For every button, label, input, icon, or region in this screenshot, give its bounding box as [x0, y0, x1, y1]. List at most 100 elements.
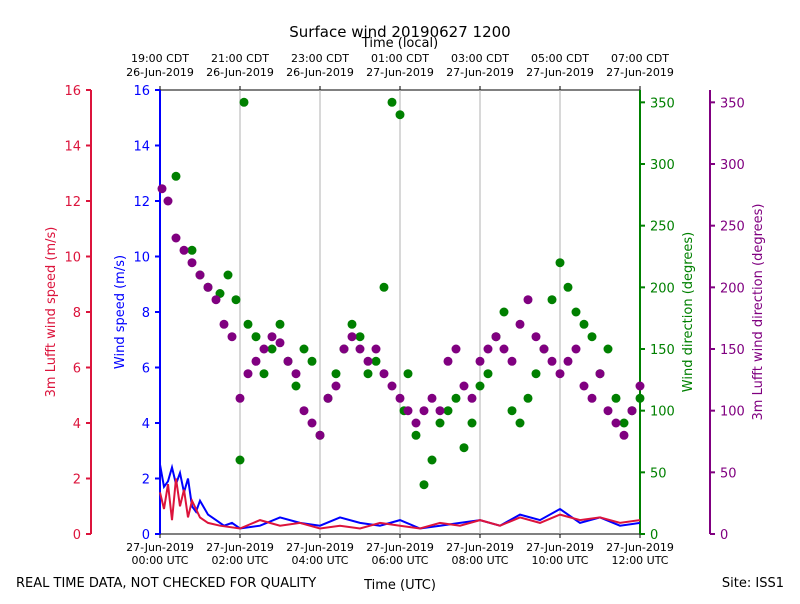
x-tick-utc-label: 00:00 UTC	[131, 554, 188, 567]
left-inner-tick-label: 14	[133, 140, 150, 155]
x-tick-local-time-label: 21:00 CDT	[211, 52, 269, 65]
right-inner-tick-label: 0	[650, 528, 658, 543]
left-inner-tick-label: 8	[142, 306, 150, 321]
left-outer-tick-label: 14	[64, 140, 81, 155]
series-2-point	[427, 455, 437, 465]
series-2-point	[171, 171, 181, 181]
series-3-point	[387, 381, 397, 391]
series-2-point	[587, 332, 597, 342]
series-2-point	[435, 418, 445, 428]
series-2-point	[611, 393, 621, 403]
x-tick-local-date-label: 26-Jun-2019	[286, 66, 354, 79]
x-tick-date-label: 27-Jun-2019	[126, 541, 194, 554]
left-outer-tick-label: 10	[64, 251, 81, 266]
series-2-point	[387, 97, 397, 107]
series-2-point	[475, 381, 485, 391]
site-label: Site: ISS1	[722, 576, 784, 591]
series-2-point	[235, 455, 245, 465]
series-2-point	[223, 270, 233, 280]
series-2-point	[371, 356, 381, 366]
x-tick-local-date-label: 27-Jun-2019	[606, 66, 674, 79]
x-tick-utc-label: 06:00 UTC	[371, 554, 428, 567]
right-outer-tick-label: 0	[720, 528, 728, 543]
series-2-point	[275, 319, 285, 329]
series-3-point	[243, 369, 253, 379]
quality-disclaimer: REAL TIME DATA, NOT CHECKED FOR QUALITY	[16, 576, 316, 591]
left-outer-tick-label: 6	[73, 362, 81, 377]
series-2-point	[547, 295, 557, 305]
x-tick-local-time-label: 03:00 CDT	[451, 52, 509, 65]
series-3-point	[395, 393, 405, 403]
series-2-point	[267, 344, 277, 354]
series-3-point	[603, 406, 613, 416]
series-3-point	[611, 418, 621, 428]
series-3-point	[555, 369, 565, 379]
series-3-point	[411, 418, 421, 428]
series-2-point	[579, 319, 589, 329]
series-2-point	[231, 295, 241, 305]
x-tick-local-date-label: 27-Jun-2019	[446, 66, 514, 79]
left-outer-tick-label: 8	[73, 306, 81, 321]
right-inner-tick-label: 300	[650, 158, 675, 173]
series-3-point	[211, 295, 221, 305]
series-3-point	[403, 406, 413, 416]
right-inner-axis-label: Wind direction (degrees)	[681, 232, 696, 392]
right-outer-tick-label: 50	[720, 466, 737, 481]
series-3-point	[443, 356, 453, 366]
left-inner-tick-label: 16	[133, 84, 150, 99]
x-tick-date-label: 27-Jun-2019	[526, 541, 594, 554]
x-tick-local-time-label: 07:00 CDT	[611, 52, 669, 65]
series-3-point	[587, 393, 597, 403]
series-3-point	[299, 406, 309, 416]
series-3-point	[331, 381, 341, 391]
series-3-point	[275, 338, 285, 348]
x-tick-utc-label: 12:00 UTC	[611, 554, 668, 567]
series-3-point	[627, 406, 637, 416]
series-3-point	[523, 295, 533, 305]
series-2-point	[571, 307, 581, 317]
series-2-point	[331, 369, 341, 379]
series-3-point	[307, 418, 317, 428]
left-outer-tick-label: 4	[73, 417, 81, 432]
right-inner-tick-label: 250	[650, 220, 675, 235]
series-2-point	[307, 356, 317, 366]
series-2-point	[499, 307, 509, 317]
series-3-point	[315, 430, 325, 440]
x-tick-local-time-label: 19:00 CDT	[131, 52, 189, 65]
series-3-point	[459, 381, 469, 391]
series-3-point	[579, 381, 589, 391]
series-2-point	[239, 97, 249, 107]
series-2-point	[507, 406, 517, 416]
series-2-point	[603, 344, 613, 354]
series-3-point	[547, 356, 557, 366]
series-2-point	[379, 282, 389, 292]
series-2-point	[563, 282, 573, 292]
series-3-point	[619, 430, 629, 440]
series-3-point	[339, 344, 349, 354]
right-outer-tick-label: 100	[720, 405, 745, 420]
series-2-point	[347, 319, 357, 329]
x-tick-utc-label: 08:00 UTC	[451, 554, 508, 567]
x-tick-local-time-label: 05:00 CDT	[531, 52, 589, 65]
series-3-point	[379, 369, 389, 379]
series-3-point	[157, 184, 167, 194]
series-3-point	[171, 233, 181, 243]
x-tick-date-label: 27-Jun-2019	[286, 541, 354, 554]
right-outer-tick-label: 300	[720, 158, 745, 173]
series-2-point	[411, 430, 421, 440]
series-3-point	[483, 344, 493, 354]
series-2-point	[395, 110, 405, 120]
series-3-point	[283, 356, 293, 366]
series-2-point	[291, 381, 301, 391]
series-2-point	[555, 258, 565, 268]
series-3-point	[219, 319, 229, 329]
series-2-point	[531, 369, 541, 379]
series-2-point	[403, 369, 413, 379]
series-line-0	[159, 463, 641, 530]
left-outer-tick-label: 2	[73, 473, 81, 488]
series-3-point	[323, 393, 333, 403]
series-3-point	[163, 196, 173, 206]
series-3-point	[435, 406, 445, 416]
